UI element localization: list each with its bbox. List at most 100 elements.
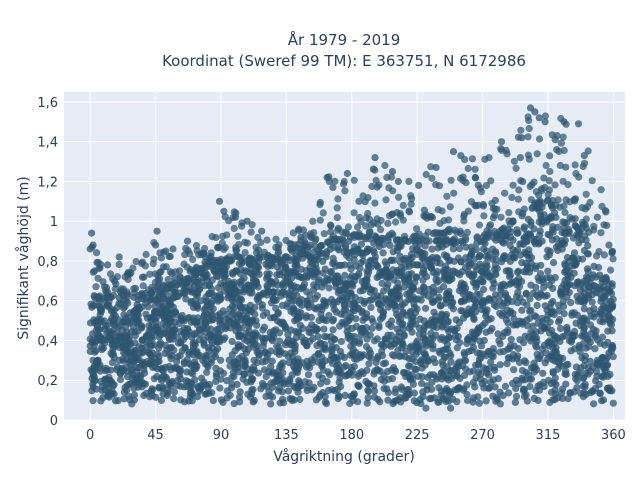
data-point bbox=[328, 235, 336, 243]
data-point bbox=[364, 394, 372, 402]
data-point bbox=[392, 218, 400, 226]
data-point bbox=[582, 273, 591, 281]
data-point bbox=[428, 245, 436, 253]
data-point bbox=[207, 249, 215, 257]
data-point bbox=[272, 304, 280, 312]
data-point bbox=[114, 397, 122, 405]
data-point bbox=[350, 256, 358, 264]
data-point bbox=[529, 322, 537, 330]
data-point bbox=[323, 173, 331, 182]
data-point bbox=[200, 336, 208, 344]
data-point bbox=[394, 396, 402, 404]
data-point bbox=[275, 329, 284, 337]
data-point bbox=[530, 225, 538, 233]
data-point bbox=[216, 293, 224, 301]
data-point bbox=[349, 392, 357, 401]
data-point bbox=[355, 232, 364, 240]
data-point bbox=[268, 369, 276, 377]
data-point bbox=[97, 377, 105, 386]
data-point bbox=[456, 227, 464, 235]
data-point bbox=[456, 374, 464, 382]
data-point bbox=[202, 329, 210, 337]
data-point bbox=[150, 255, 158, 263]
data-point bbox=[214, 243, 222, 251]
data-point bbox=[275, 384, 283, 392]
data-point bbox=[485, 154, 493, 162]
data-point bbox=[609, 399, 617, 407]
data-point bbox=[334, 392, 343, 400]
data-point bbox=[542, 349, 550, 357]
data-point bbox=[308, 321, 316, 329]
data-point bbox=[579, 318, 587, 326]
data-point bbox=[532, 313, 540, 321]
data-point bbox=[340, 353, 349, 361]
data-point bbox=[347, 289, 355, 297]
data-point bbox=[452, 336, 460, 344]
data-point bbox=[551, 136, 559, 144]
data-point bbox=[146, 270, 154, 278]
data-point bbox=[370, 249, 378, 257]
data-point bbox=[443, 253, 451, 261]
data-point bbox=[433, 323, 441, 331]
data-point bbox=[522, 359, 530, 367]
data-point bbox=[369, 318, 377, 326]
data-point bbox=[532, 283, 540, 291]
data-point bbox=[531, 108, 539, 116]
data-point bbox=[472, 283, 480, 291]
data-point bbox=[498, 232, 506, 240]
data-point bbox=[312, 326, 320, 334]
data-point bbox=[567, 299, 575, 307]
data-point bbox=[335, 261, 343, 269]
data-point bbox=[236, 388, 244, 396]
data-point bbox=[546, 329, 554, 337]
data-point bbox=[434, 206, 442, 214]
data-point bbox=[395, 352, 403, 360]
data-point bbox=[497, 145, 505, 153]
data-point bbox=[340, 301, 348, 309]
data-point bbox=[341, 228, 350, 236]
data-point bbox=[399, 369, 408, 377]
data-point bbox=[346, 399, 354, 408]
data-point bbox=[367, 221, 375, 229]
data-point bbox=[357, 352, 366, 360]
data-point bbox=[440, 283, 448, 291]
data-point bbox=[377, 226, 385, 234]
data-point bbox=[405, 324, 413, 332]
data-point bbox=[585, 282, 593, 291]
data-point bbox=[140, 273, 148, 281]
data-point bbox=[95, 325, 103, 333]
data-point bbox=[538, 220, 546, 228]
data-point bbox=[101, 339, 109, 347]
data-point bbox=[356, 287, 364, 295]
data-point bbox=[472, 245, 480, 254]
data-point bbox=[328, 348, 336, 356]
data-point bbox=[461, 357, 470, 365]
data-point bbox=[364, 386, 372, 394]
data-point bbox=[532, 328, 540, 336]
data-point bbox=[487, 378, 495, 386]
data-point bbox=[508, 379, 517, 387]
data-point bbox=[388, 210, 396, 218]
data-point bbox=[193, 393, 202, 401]
x-tick-label: 360 bbox=[601, 428, 626, 443]
data-point bbox=[309, 286, 318, 294]
data-point bbox=[472, 202, 480, 210]
data-point bbox=[346, 274, 355, 282]
data-point bbox=[482, 181, 490, 190]
data-point bbox=[607, 321, 616, 329]
data-point bbox=[136, 379, 144, 387]
data-point bbox=[139, 282, 147, 290]
data-point bbox=[438, 310, 446, 318]
data-point bbox=[533, 150, 541, 158]
data-point bbox=[151, 270, 159, 278]
data-point bbox=[273, 271, 281, 279]
data-point bbox=[399, 201, 407, 209]
data-point bbox=[391, 340, 399, 348]
data-point bbox=[354, 223, 362, 231]
data-point bbox=[567, 273, 575, 281]
data-point bbox=[561, 208, 569, 217]
data-point bbox=[323, 333, 331, 341]
data-point bbox=[123, 373, 132, 381]
data-point bbox=[221, 213, 229, 221]
data-point bbox=[272, 277, 280, 286]
